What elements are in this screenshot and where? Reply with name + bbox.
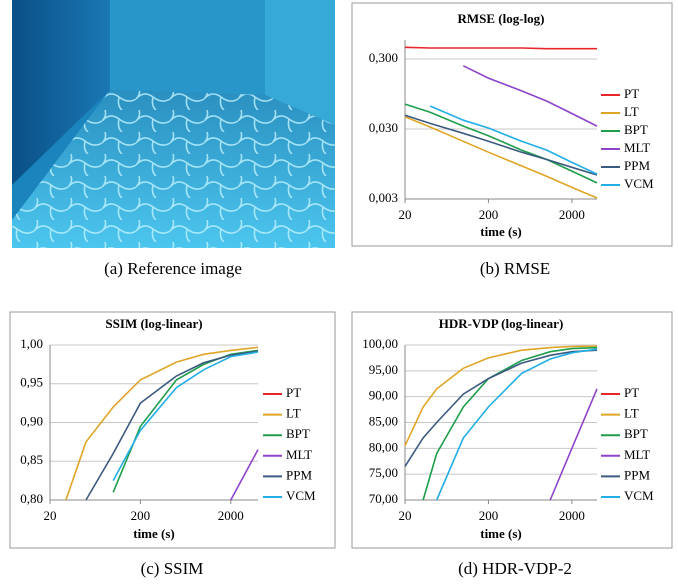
y-tick-label: 100,00 <box>362 336 398 351</box>
series-line <box>65 346 259 501</box>
legend-label: BPT <box>286 426 310 441</box>
legend-label: LT <box>286 406 301 421</box>
chart-caption: (b) RMSE <box>480 259 550 278</box>
y-tick-label: 0,80 <box>20 491 43 506</box>
y-tick-label: 0,90 <box>20 413 43 428</box>
y-tick-label: 70,00 <box>369 491 398 506</box>
series-line <box>230 449 259 501</box>
panel-frame <box>9 311 336 549</box>
series-line <box>549 388 598 501</box>
chart-title: SSIM (log-linear) <box>105 316 202 331</box>
legend-label: MLT <box>286 447 312 462</box>
legend-label: BPT <box>624 122 648 137</box>
legend-label: MLT <box>624 140 650 155</box>
legend-label: VCM <box>286 488 316 503</box>
y-tick-label: 0,030 <box>369 120 398 135</box>
legend-label: PT <box>624 86 639 101</box>
reference-image <box>12 0 335 248</box>
x-tick-label: 20 <box>399 207 412 222</box>
series-line <box>429 105 598 175</box>
y-tick-label: 1,00 <box>20 336 43 351</box>
legend-label: LT <box>624 406 639 421</box>
legend-label: PT <box>624 385 639 400</box>
image-caption: (a) Reference image <box>104 259 242 278</box>
x-tick-label: 2000 <box>559 207 585 222</box>
chart-title: HDR-VDP (log-linear) <box>439 316 564 331</box>
series-line <box>404 46 597 50</box>
series-line <box>404 345 598 447</box>
y-tick-label: 80,00 <box>369 439 398 454</box>
series-line <box>435 348 598 501</box>
y-tick-label: 75,00 <box>369 465 398 480</box>
legend-label: VCM <box>624 488 654 503</box>
y-tick-label: 0,300 <box>369 50 398 65</box>
legend-label: MLT <box>624 447 650 462</box>
series-line <box>85 350 259 501</box>
legend-label: PPM <box>624 467 650 482</box>
series-line <box>112 351 259 481</box>
y-tick-label: 0,95 <box>20 375 43 390</box>
x-tick-label: 200 <box>479 207 499 222</box>
x-tick-label: 2000 <box>559 508 585 523</box>
legend-label: BPT <box>624 426 648 441</box>
legend-label: PPM <box>624 158 650 173</box>
y-tick-label: 90,00 <box>369 388 398 403</box>
chart-caption: (d) HDR-VDP-2 <box>458 559 572 578</box>
x-tick-label: 200 <box>131 508 151 523</box>
x-tick-label: 20 <box>44 508 57 523</box>
x-tick-label: 2000 <box>218 508 244 523</box>
legend-label: PT <box>286 385 301 400</box>
series-line <box>462 65 598 127</box>
series-line <box>404 114 598 176</box>
legend-label: VCM <box>624 176 654 191</box>
legend-label: PPM <box>286 467 312 482</box>
y-tick-label: 0,003 <box>369 190 398 205</box>
series-line <box>422 346 598 501</box>
x-axis-title: time (s) <box>480 526 522 541</box>
x-tick-label: 200 <box>479 508 499 523</box>
series-line <box>404 103 598 184</box>
y-tick-label: 85,00 <box>369 413 398 428</box>
y-tick-label: 95,00 <box>369 362 398 377</box>
series-line <box>404 349 598 467</box>
chart-caption: (c) SSIM <box>141 559 204 578</box>
series-line <box>404 115 598 199</box>
x-axis-title: time (s) <box>133 526 175 541</box>
x-tick-label: 20 <box>399 508 412 523</box>
x-axis-title: time (s) <box>480 224 522 239</box>
y-tick-label: 0,85 <box>20 452 43 467</box>
legend-label: LT <box>624 104 639 119</box>
chart-title: RMSE (log-log) <box>457 11 544 26</box>
